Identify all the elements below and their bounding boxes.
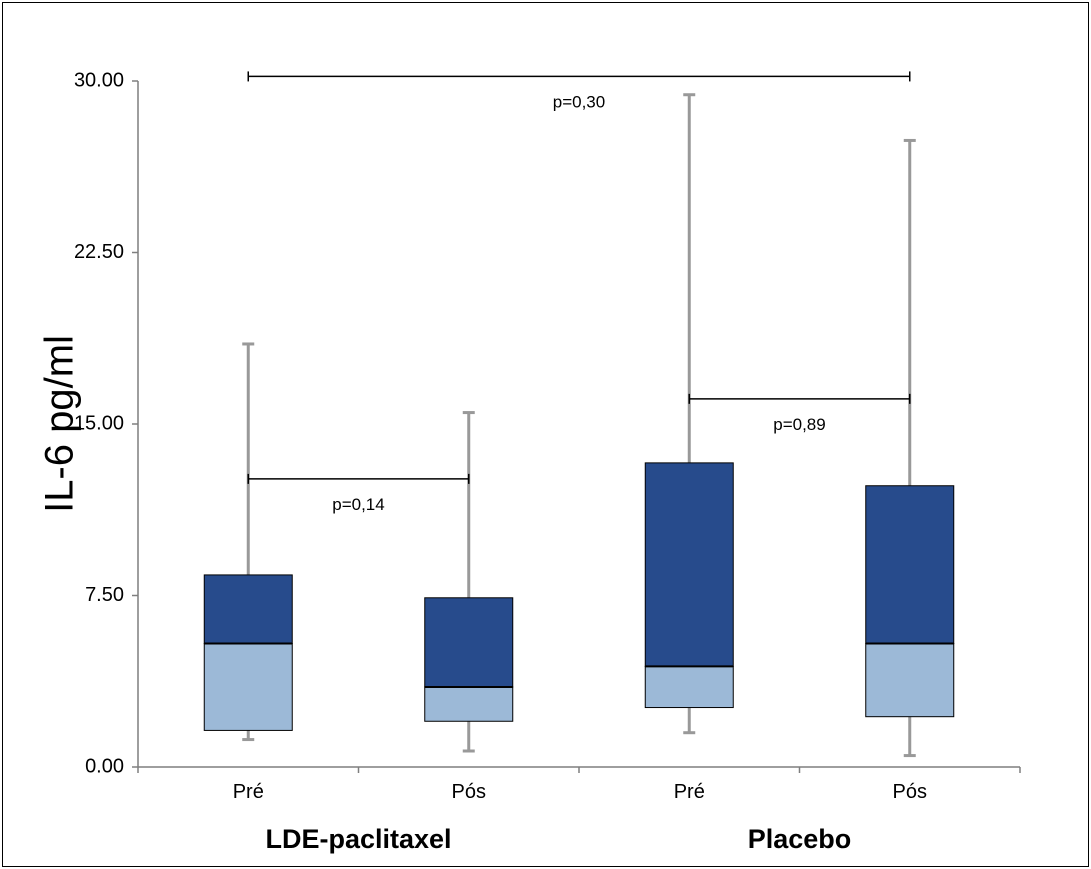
box-upper [644,462,734,667]
group-label: LDE-paclitaxel [265,824,451,854]
box-lower [865,643,955,718]
comparison: p=0,14 [247,473,470,514]
y-tick-label: 30.00 [74,69,124,91]
comparison: p=0,30 [247,71,911,111]
y-tick-label: 7.50 [85,584,124,606]
box-2 [644,93,734,735]
boxes [203,93,955,758]
box-upper [865,485,955,645]
p-value-label: p=0,14 [332,495,384,514]
comparisons: p=0,30 p=0,14 p=0,89 [247,71,911,514]
comparison: p=0,89 [688,393,911,434]
x-category-label: Pré [674,781,705,803]
box-lower [644,665,734,709]
y-tick-label: 0.00 [85,755,124,777]
y-axis: 0.00 7.50 15.00 22.50 30.00 [74,69,139,777]
y-tick-label: 15.00 [74,412,124,434]
box-3 [865,138,955,758]
box-0 [203,342,293,742]
x-category-label: Pós [893,781,927,803]
p-value-label: p=0,89 [773,415,825,434]
x-category-label: Pré [233,781,264,803]
box-lower [424,686,514,722]
box-1 [424,411,514,753]
y-axis-label: IL-6 pg/ml [38,335,82,513]
x-category-label: Pós [452,781,486,803]
p-value-label: p=0,30 [553,92,605,111]
group-label: Placebo [748,824,852,854]
box-lower [203,643,293,731]
y-tick-label: 22.50 [74,241,124,263]
box-upper [203,574,293,645]
box-upper [424,597,514,688]
